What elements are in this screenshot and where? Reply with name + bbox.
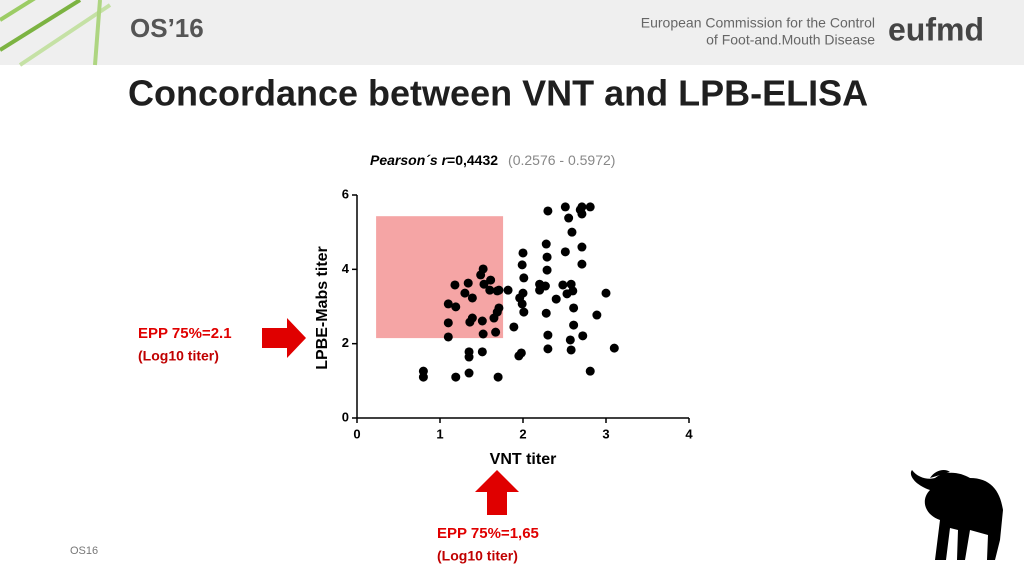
point (477, 316, 487, 326)
point (568, 286, 578, 296)
point (477, 347, 487, 357)
point (560, 247, 570, 257)
point (564, 213, 574, 223)
stat-value: =0,4432 (447, 152, 498, 168)
header-decoration (0, 0, 112, 67)
org-name: European Commission for the Control (641, 15, 875, 31)
point (479, 279, 489, 289)
point (569, 303, 579, 313)
point (516, 348, 526, 358)
stat-label: Pearson´s r (370, 152, 449, 168)
point (494, 285, 504, 295)
arrow (475, 470, 519, 515)
footer: OS16 (70, 545, 98, 557)
point (577, 259, 587, 269)
slide-title: Concordance between VNT and LPB-ELISA (128, 73, 868, 114)
point (541, 308, 551, 318)
point (467, 313, 477, 323)
point (543, 206, 553, 216)
x-tick-label: 1 (436, 426, 443, 441)
point (517, 260, 527, 270)
point (558, 280, 568, 290)
point (543, 344, 553, 354)
x-tick-label: 3 (602, 426, 609, 441)
point (585, 202, 595, 212)
point (443, 332, 453, 342)
point (577, 209, 587, 219)
x-tick-label: 2 (519, 426, 526, 441)
annotation: EPP 75%=2.1 (138, 325, 232, 342)
annotation: (Log10 titer) (138, 348, 219, 364)
point (560, 202, 570, 212)
point (491, 327, 501, 337)
point (443, 318, 453, 328)
point (542, 265, 552, 275)
y-tick-label: 6 (342, 186, 349, 201)
y-tick-label: 4 (342, 261, 350, 276)
point (601, 288, 611, 298)
y-tick-label: 2 (342, 335, 349, 350)
point (418, 372, 428, 382)
point (463, 278, 473, 288)
org-name: of Foot-and.Mouth Disease (706, 32, 875, 48)
point (567, 227, 577, 237)
point (519, 273, 529, 283)
point (486, 275, 496, 285)
point (519, 307, 529, 317)
point (609, 343, 619, 353)
point (577, 242, 587, 252)
point (451, 372, 461, 382)
x-axis-label: VNT titer (490, 451, 557, 468)
point (494, 303, 504, 313)
point (585, 366, 595, 376)
y-axis-label: LPBE-Mabs titer (314, 246, 331, 370)
annotation: (Log10 titer) (437, 548, 518, 564)
point (592, 310, 602, 320)
stat-annotation: Pearson´s r=0,4432 (0.2576 - 0.5972) (370, 152, 615, 168)
buffalo-icon (910, 470, 1003, 560)
x-tick-label: 0 (353, 426, 360, 441)
point (443, 299, 453, 309)
point (450, 280, 460, 290)
point (551, 294, 561, 304)
point (566, 345, 576, 355)
point (518, 248, 528, 258)
point (464, 368, 474, 378)
point (509, 322, 519, 332)
point (478, 264, 488, 274)
point (542, 252, 552, 262)
point (543, 330, 553, 340)
point (540, 281, 550, 291)
point (541, 239, 551, 249)
point (493, 372, 503, 382)
point (577, 202, 587, 212)
point (464, 347, 474, 357)
y-tick-label: 0 (342, 409, 349, 424)
logo: OS’16 (130, 13, 204, 43)
header-band (0, 0, 1024, 65)
point (485, 285, 495, 295)
brand: eufmd (888, 11, 984, 47)
x-tick-label: 4 (685, 426, 693, 441)
point (451, 302, 461, 312)
point (565, 335, 575, 345)
point (467, 293, 477, 303)
point (569, 320, 579, 330)
point (478, 329, 488, 339)
point (518, 288, 528, 298)
point (503, 285, 513, 295)
point (578, 331, 588, 341)
point (517, 299, 527, 309)
stat-interval: (0.2576 - 0.5972) (508, 152, 615, 168)
arrow (262, 318, 306, 358)
annotation: EPP 75%=1,65 (437, 525, 539, 542)
point (460, 288, 470, 298)
